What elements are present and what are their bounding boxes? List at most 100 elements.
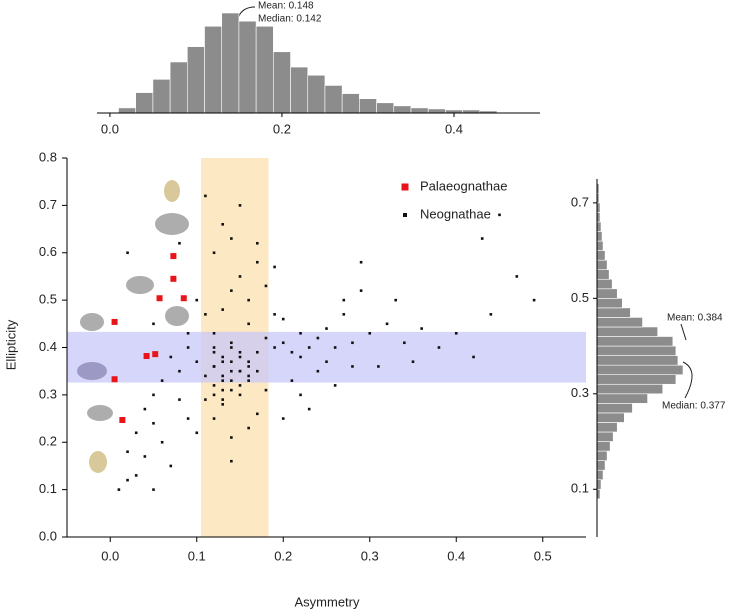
hist-bar <box>187 46 205 114</box>
hist-bar <box>596 412 625 423</box>
point <box>238 275 242 278</box>
hist-bar <box>596 240 604 251</box>
point <box>169 464 173 468</box>
hist-bar <box>307 74 326 114</box>
hist-bar <box>204 25 223 114</box>
point <box>212 417 216 420</box>
point <box>119 416 126 423</box>
egg-icon <box>89 451 107 473</box>
point <box>230 379 233 382</box>
point <box>212 350 216 354</box>
legend-label: Palaeognathae <box>420 178 507 193</box>
point <box>178 369 181 373</box>
egg-icon <box>164 180 180 202</box>
point <box>480 237 484 240</box>
point <box>290 350 294 354</box>
point <box>204 194 207 198</box>
hist-bar <box>596 307 631 318</box>
point <box>238 204 242 207</box>
point <box>256 412 259 416</box>
point <box>195 431 199 435</box>
point <box>351 365 354 368</box>
hist-bar <box>596 403 633 414</box>
point <box>170 253 177 260</box>
point <box>307 407 311 411</box>
point <box>342 313 346 316</box>
point <box>281 417 285 420</box>
point <box>359 289 363 292</box>
point <box>169 355 173 359</box>
point <box>264 336 268 340</box>
point <box>325 327 328 330</box>
point <box>247 379 250 382</box>
point <box>247 365 250 368</box>
point <box>273 265 276 269</box>
point <box>238 350 242 354</box>
hist-bar <box>273 51 291 114</box>
point <box>325 360 328 364</box>
point <box>111 376 118 383</box>
x-tick-label: 0.5 <box>534 548 552 563</box>
point <box>247 374 250 378</box>
point <box>247 426 250 430</box>
annotation-arrow <box>237 6 256 19</box>
hist-bar <box>596 345 677 356</box>
point <box>204 374 207 378</box>
point <box>204 313 207 316</box>
point <box>221 403 224 406</box>
point <box>221 374 224 378</box>
point <box>515 275 519 278</box>
point <box>212 393 216 397</box>
point <box>264 284 268 288</box>
point <box>160 440 164 444</box>
point <box>212 251 216 255</box>
x-tick-label: 0.1 <box>188 548 206 563</box>
point <box>247 298 250 302</box>
point <box>221 308 224 311</box>
point <box>195 298 199 302</box>
point <box>385 322 389 326</box>
point <box>212 384 216 387</box>
point <box>221 379 224 382</box>
point <box>489 313 493 316</box>
point <box>212 365 216 368</box>
y-tick-label: 0.6 <box>39 244 57 259</box>
point <box>230 436 233 439</box>
hist-bar <box>596 469 604 481</box>
point <box>359 260 363 264</box>
annotation-arrow <box>680 323 687 341</box>
point <box>264 388 268 392</box>
y-axis-label: Ellipticity <box>3 319 18 370</box>
point <box>156 295 163 302</box>
point <box>299 355 302 359</box>
point <box>152 393 155 397</box>
point <box>160 379 164 382</box>
point <box>299 393 302 397</box>
point <box>143 455 147 458</box>
point <box>498 213 501 217</box>
hist-bar <box>410 107 429 114</box>
point <box>256 350 259 354</box>
point <box>230 289 233 292</box>
hist-bar <box>152 79 171 114</box>
point <box>230 346 233 349</box>
y-tick-label: 0.4 <box>39 339 57 354</box>
point <box>394 298 397 302</box>
y-tick-label: 0.5 <box>39 292 57 307</box>
point <box>126 478 129 482</box>
point <box>273 313 276 316</box>
point <box>299 331 302 335</box>
point <box>186 346 190 349</box>
legend-label: Neognathae <box>420 206 491 221</box>
point <box>126 251 129 255</box>
point <box>152 351 159 358</box>
point <box>256 369 259 373</box>
point <box>281 341 285 345</box>
hist-bar <box>596 259 608 270</box>
point <box>143 407 147 411</box>
point <box>221 398 224 401</box>
y-tick-label: 0.1 <box>39 481 57 496</box>
point <box>281 317 285 321</box>
x-tick-label: 0.0 <box>101 121 119 136</box>
hist-bar <box>596 460 606 471</box>
